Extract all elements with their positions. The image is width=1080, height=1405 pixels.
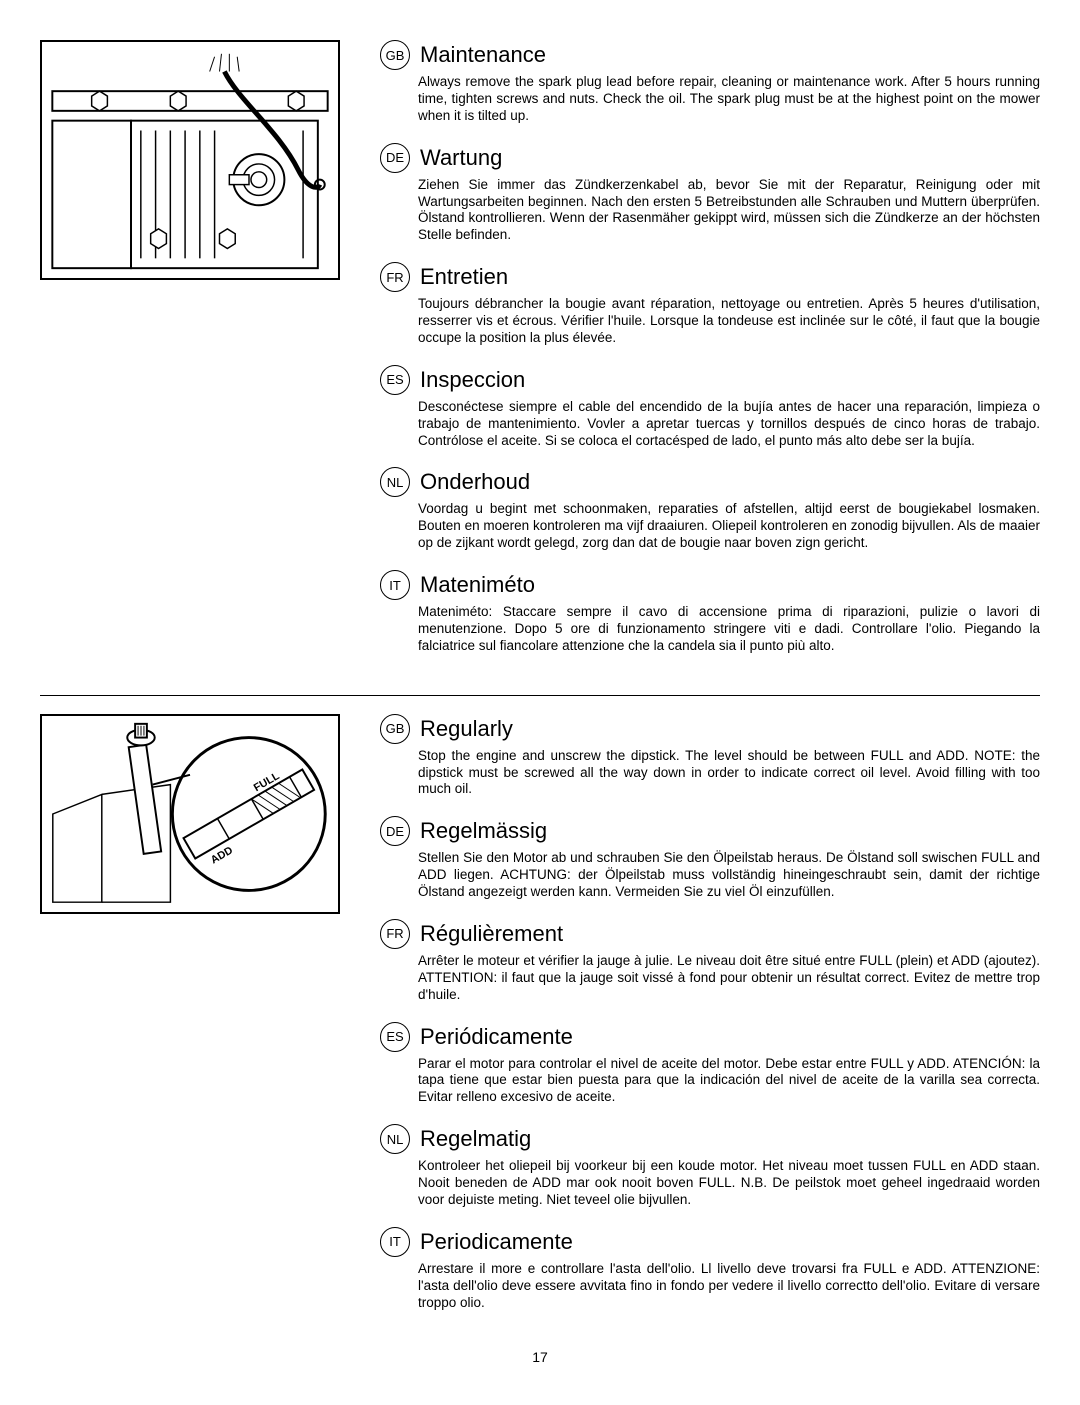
lang-badge-de: DE [380, 816, 410, 846]
section-es-periodicamente: ES Periódicamente Parar el motor para co… [380, 1022, 1040, 1107]
section-fr-regulierement: FR Régulièrement Arrêter le moteur et vé… [380, 919, 1040, 1004]
title-gb-maintenance: Maintenance [420, 42, 546, 68]
lang-badge-es: ES [380, 365, 410, 395]
body-es-inspeccion: Desconéctese siempre el cable del encend… [418, 399, 1040, 450]
section-divider [40, 695, 1040, 696]
lang-badge-nl: NL [380, 467, 410, 497]
title-nl-regelmatig: Regelmatig [420, 1126, 531, 1152]
diagram-col-2: FULL ADD [40, 714, 360, 914]
title-es-inspeccion: Inspeccion [420, 367, 525, 393]
lang-badge-it: IT [380, 1227, 410, 1257]
section-de-regelmassig: DE Regelmässig Stellen Sie den Motor ab … [380, 816, 1040, 901]
lang-badge-gb: GB [380, 714, 410, 744]
lang-badge-it: IT [380, 570, 410, 600]
section-nl-regelmatig: NL Regelmatig Kontroleer het oliepeil bi… [380, 1124, 1040, 1209]
body-de-regelmassig: Stellen Sie den Motor ab und schrauben S… [418, 850, 1040, 901]
section-fr-entretien: FR Entretien Toujours débrancher la boug… [380, 262, 1040, 347]
section-gb-maintenance: GB Maintenance Always remove the spark p… [380, 40, 1040, 125]
bottom-group: FULL ADD GB Regularly Stop the engine an… [40, 714, 1040, 1330]
title-nl-onderhoud: Onderhoud [420, 469, 530, 495]
diagram-dipstick: FULL ADD [40, 714, 340, 914]
title-fr-entretien: Entretien [420, 264, 508, 290]
manual-page: GB Maintenance Always remove the spark p… [40, 40, 1040, 1365]
lang-badge-de: DE [380, 143, 410, 173]
body-es-periodicamente: Parar el motor para controlar el nivel d… [418, 1056, 1040, 1107]
top-group: GB Maintenance Always remove the spark p… [40, 40, 1040, 673]
body-it-periodicamente: Arrestare il more e controllare l'asta d… [418, 1261, 1040, 1312]
body-de-wartung: Ziehen Sie immer das Zündkerzenkabel ab,… [418, 177, 1040, 245]
body-gb-maintenance: Always remove the spark plug lead before… [418, 74, 1040, 125]
body-nl-onderhoud: Voordag u begint met schoonmaken, repara… [418, 501, 1040, 552]
section-it-periodicamente: IT Periodicamente Arrestare il more e co… [380, 1227, 1040, 1312]
section-gb-regularly: GB Regularly Stop the engine and unscrew… [380, 714, 1040, 799]
section-de-wartung: DE Wartung Ziehen Sie immer das Zündkerz… [380, 143, 1040, 245]
diagram-sparkplug [40, 40, 340, 280]
title-it-periodicamente: Periodicamente [420, 1229, 573, 1255]
lang-badge-gb: GB [380, 40, 410, 70]
page-number: 17 [40, 1349, 1040, 1365]
title-es-periodicamente: Periódicamente [420, 1024, 573, 1050]
lang-badge-nl: NL [380, 1124, 410, 1154]
title-gb-regularly: Regularly [420, 716, 513, 742]
lang-badge-fr: FR [380, 919, 410, 949]
title-de-wartung: Wartung [420, 145, 502, 171]
body-nl-regelmatig: Kontroleer het oliepeil bij voorkeur bij… [418, 1158, 1040, 1209]
body-gb-regularly: Stop the engine and unscrew the dipstick… [418, 748, 1040, 799]
bottom-text-col: GB Regularly Stop the engine and unscrew… [360, 714, 1040, 1330]
diagram-col-1 [40, 40, 360, 280]
top-text-col: GB Maintenance Always remove the spark p… [360, 40, 1040, 673]
body-fr-entretien: Toujours débrancher la bougie avant répa… [418, 296, 1040, 347]
title-de-regelmassig: Regelmässig [420, 818, 547, 844]
lang-badge-fr: FR [380, 262, 410, 292]
title-fr-regulierement: Régulièrement [420, 921, 563, 947]
title-it-matenimeto: Mateniméto [420, 572, 535, 598]
section-es-inspeccion: ES Inspeccion Desconéctese siempre el ca… [380, 365, 1040, 450]
section-nl-onderhoud: NL Onderhoud Voordag u begint met schoon… [380, 467, 1040, 552]
section-it-matenimeto: IT Mateniméto Mateniméto: Staccare sempr… [380, 570, 1040, 655]
body-fr-regulierement: Arrêter le moteur et vérifier la jauge à… [418, 953, 1040, 1004]
lang-badge-es: ES [380, 1022, 410, 1052]
body-it-matenimeto: Mateniméto: Staccare sempre il cavo di a… [418, 604, 1040, 655]
